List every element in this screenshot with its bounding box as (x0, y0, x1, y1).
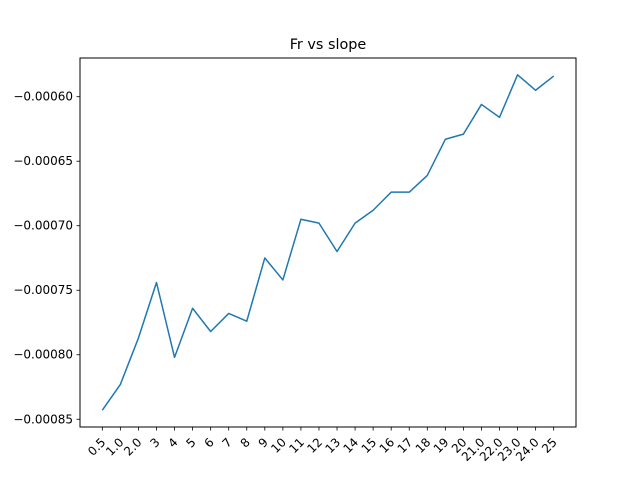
chart-title: Fr vs slope (290, 37, 367, 53)
y-tick-label: −0.00060 (13, 90, 73, 104)
y-tick-label: −0.00085 (13, 412, 73, 426)
y-tick-label: −0.00070 (13, 219, 73, 233)
y-tick-label: −0.00065 (13, 154, 73, 168)
y-tick-label: −0.00080 (13, 348, 73, 362)
y-tick-label: −0.00075 (13, 283, 73, 297)
